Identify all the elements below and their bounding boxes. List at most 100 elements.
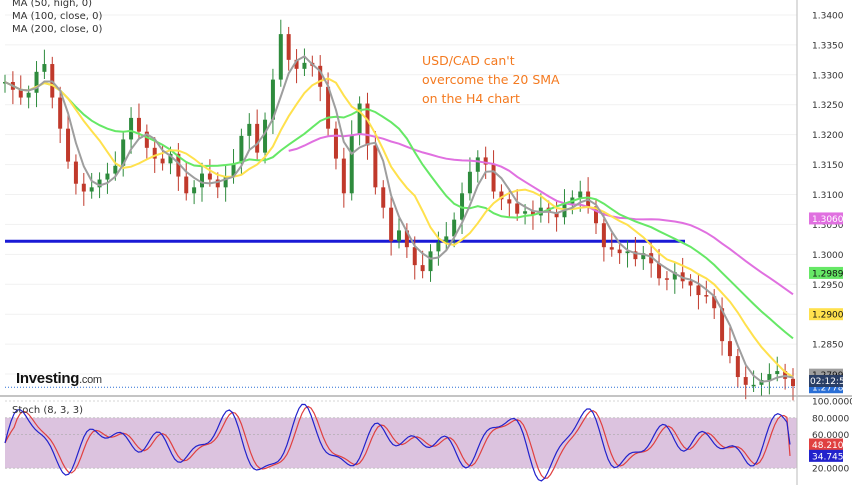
candle-body	[278, 34, 283, 80]
candle-body	[712, 296, 717, 309]
candle-body	[73, 161, 78, 184]
candle-body	[302, 62, 307, 69]
candle-body	[397, 230, 401, 242]
candle-body	[215, 179, 220, 188]
candle-body	[601, 223, 606, 248]
candle-body	[444, 236, 449, 243]
candle-body	[144, 131, 149, 148]
candle-body	[720, 308, 725, 342]
candle-body	[207, 173, 212, 180]
stoch-k-line	[4, 403, 791, 482]
candle-body	[121, 139, 126, 166]
candle-body	[18, 89, 23, 98]
candle-body	[554, 212, 559, 218]
candle-body	[404, 230, 409, 248]
candle-body	[326, 86, 331, 129]
candle-body	[483, 157, 488, 165]
candle-body	[58, 97, 63, 129]
candle-body	[672, 272, 677, 280]
candle-body	[239, 135, 244, 164]
price-tag	[809, 212, 843, 225]
legend-ma200: MA (200, close, 0)	[12, 24, 103, 35]
legend-ma50: MA (50, high, 0)	[12, 0, 93, 9]
candle-body	[152, 147, 157, 159]
candle-body	[341, 158, 346, 194]
investing-logo[interactable]: Investing.com	[16, 370, 102, 387]
candle-body	[530, 211, 535, 216]
stoch-title: Stoch (8, 3, 3)	[12, 405, 84, 416]
candle-body	[767, 374, 772, 381]
candle-body	[247, 123, 252, 136]
price-tag	[809, 308, 843, 321]
candle-body	[97, 179, 102, 188]
candle-body	[743, 377, 748, 385]
price-tick-label: 1.3250	[812, 101, 844, 111]
candle-body	[420, 265, 425, 272]
candle-body	[412, 247, 417, 266]
candle-body	[428, 251, 433, 272]
candle-body	[176, 153, 181, 177]
stoch-gridlines	[5, 400, 797, 469]
price-tick-label: 1.2850	[812, 341, 844, 351]
candle-body	[617, 249, 622, 254]
candle-body	[200, 173, 204, 188]
candle-body	[89, 187, 94, 192]
candle-body	[460, 193, 465, 220]
candle-body	[625, 251, 630, 254]
candle-body	[270, 79, 275, 120]
candle-body	[499, 191, 504, 200]
price-tick-label: 1.3300	[812, 71, 844, 81]
candle-body	[688, 281, 693, 286]
candle-body	[452, 219, 457, 237]
candle-body	[192, 187, 197, 194]
candle-body	[349, 134, 354, 194]
ma20-line	[4, 55, 794, 383]
price-tick-label: 1.3150	[812, 161, 844, 171]
candle-body	[160, 158, 165, 164]
legend-ma100: MA (100, close, 0)	[12, 11, 103, 22]
candle-body	[704, 295, 709, 297]
price-tick-label: 1.2950	[812, 281, 844, 291]
price-tag-label: 1.2989	[812, 269, 844, 279]
candle-body	[286, 34, 291, 60]
chart-annotation: USD/CAD can't overcome the 20 SMA on the…	[422, 51, 572, 108]
price-tick-label: 1.3200	[812, 131, 844, 141]
candle-body	[184, 176, 189, 194]
price-tick-label: 1.3100	[812, 191, 844, 201]
stoch-tag	[809, 438, 843, 451]
stoch-tag	[809, 449, 843, 462]
candle-body	[633, 251, 638, 260]
candle-body	[649, 253, 654, 264]
candle-body	[294, 59, 299, 69]
price-axis-ticks: 1.3400 1.3350 1.3300 1.3250 1.3200 1.3150 1.31…	[812, 11, 844, 380]
candle-body	[507, 199, 512, 204]
price-tag	[809, 266, 843, 279]
candle-body	[735, 356, 740, 378]
candle-body	[357, 103, 362, 135]
candle-body	[81, 183, 86, 192]
stoch-tick-label: 60.0000	[812, 431, 849, 441]
candle-body	[255, 123, 260, 153]
candle-body	[775, 371, 780, 375]
candle-body	[381, 187, 386, 208]
candle-body	[231, 163, 236, 177]
price-tick-label: 1.3000	[812, 251, 844, 261]
price-tag-label: 1.3060	[812, 215, 844, 225]
price-gridlines	[5, 14, 797, 375]
price-tick-label: 1.3400	[812, 11, 844, 21]
stoch-tag-label: 48.2109	[812, 441, 849, 451]
candle-body	[491, 164, 496, 192]
stoch-d-line	[4, 405, 791, 480]
candle-body	[751, 384, 756, 387]
candle-body	[263, 119, 268, 153]
stoch-tick-label: 80.0000	[812, 414, 849, 424]
candle-body	[318, 65, 323, 87]
stoch-axis-ticks: 100.0000 80.0000 60.0000 20.0000	[812, 398, 852, 475]
ma200-line	[288, 132, 794, 296]
stoch-tag-label: 34.7459	[812, 452, 849, 462]
annotation-line-2: overcome the 20 SMA	[422, 72, 560, 87]
ma100-line	[4, 81, 794, 340]
